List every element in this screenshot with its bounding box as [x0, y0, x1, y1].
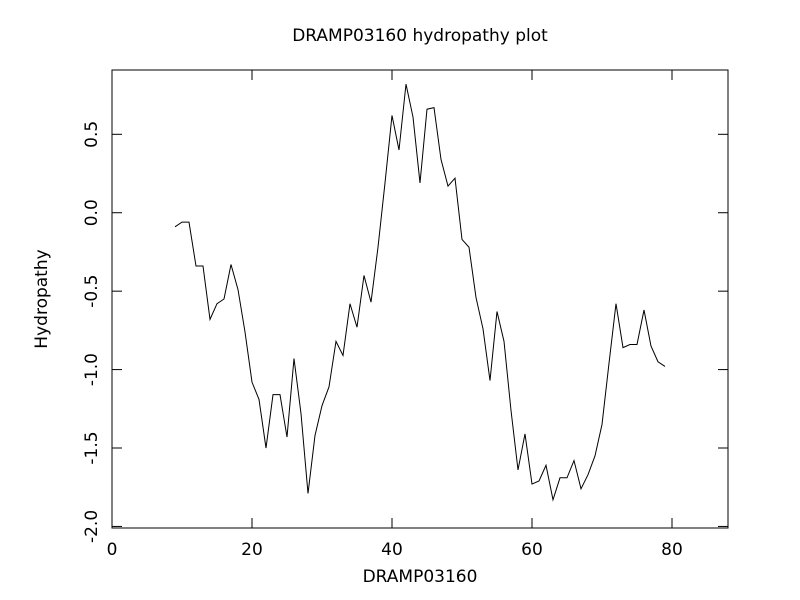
- y-tick-label: -1.5: [82, 431, 102, 464]
- y-tick-label: -0.5: [82, 275, 102, 308]
- x-tick-label: 20: [241, 540, 263, 560]
- data-line: [174, 84, 666, 502]
- x-tick-label: 0: [107, 540, 118, 560]
- plot-frame: [111, 69, 729, 529]
- x-axis-label: DRAMP03160: [363, 567, 478, 587]
- y-tick-label: -1.0: [82, 353, 102, 386]
- x-tick-label: 40: [381, 540, 403, 560]
- y-axis-label: Hydropathy: [32, 249, 52, 348]
- x-tick-label: 60: [521, 540, 543, 560]
- x-tick-label: 80: [661, 540, 683, 560]
- y-tick-label: 0.0: [82, 199, 102, 226]
- chart-title: DRAMP03160 hydropathy plot: [292, 26, 548, 46]
- y-tick-label: 0.5: [82, 121, 102, 148]
- y-tick-label: -2.0: [82, 510, 102, 543]
